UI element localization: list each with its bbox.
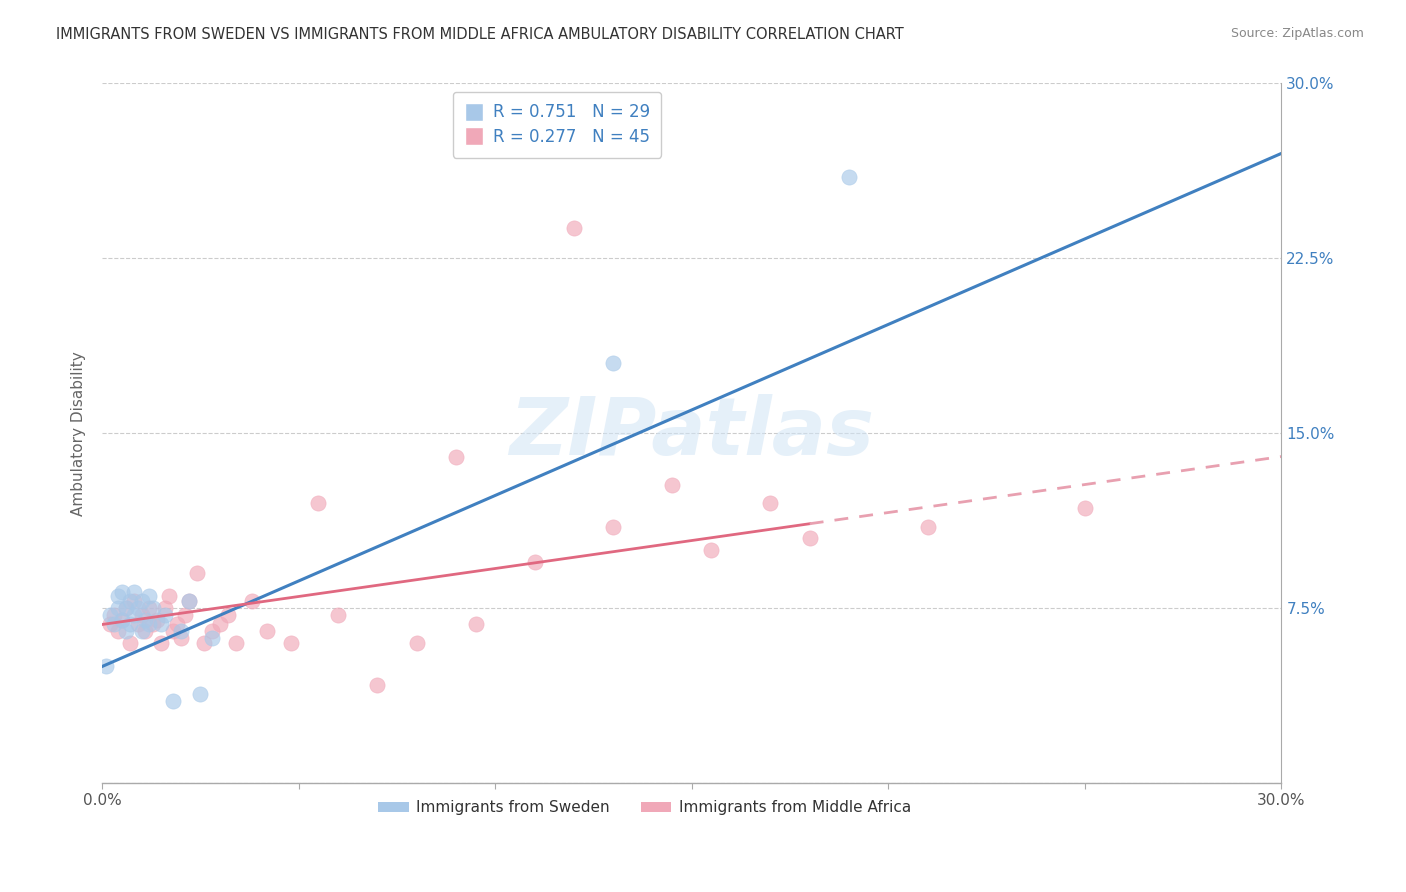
Point (114, 601, 136, 615)
Point (170, 632, 193, 646)
Point (170, 624, 193, 639)
Text: ZIPatlas: ZIPatlas (509, 394, 875, 472)
Text: Source: ZipAtlas.com: Source: ZipAtlas.com (1230, 27, 1364, 40)
Point (107, 590, 129, 604)
Legend: Immigrants from Sweden, Immigrants from Middle Africa: Immigrants from Sweden, Immigrants from … (368, 791, 920, 824)
Point (838, 169, 860, 184)
Point (193, 636, 215, 650)
Point (405, 636, 427, 650)
Point (122, 594, 145, 608)
Point (107, 624, 129, 639)
Point (103, 608, 125, 623)
Point (131, 594, 153, 608)
Point (186, 566, 208, 581)
Point (444, 450, 467, 464)
Point (209, 617, 232, 632)
Point (127, 617, 149, 632)
Point (103, 617, 125, 632)
Point (162, 694, 184, 708)
Point (759, 496, 782, 510)
Point (138, 601, 160, 615)
Point (307, 496, 329, 510)
Point (661, 477, 683, 491)
Point (602, 519, 624, 533)
Point (700, 542, 723, 557)
Y-axis label: Ambulatory Disability: Ambulatory Disability (72, 351, 86, 516)
Point (98, 617, 121, 632)
Point (190, 688, 212, 702)
Point (177, 594, 200, 608)
Point (111, 613, 134, 627)
Point (131, 608, 153, 623)
Point (366, 678, 388, 692)
Point (111, 584, 134, 599)
Point (280, 636, 302, 650)
Point (122, 608, 145, 623)
Point (602, 356, 624, 370)
Point (94, 659, 117, 673)
Point (326, 608, 349, 623)
Point (177, 594, 200, 608)
Point (98, 608, 121, 623)
Point (134, 624, 156, 639)
Point (150, 617, 173, 632)
Point (799, 531, 821, 545)
Point (917, 519, 939, 533)
Point (107, 601, 129, 615)
Point (256, 624, 278, 639)
Point (464, 617, 486, 632)
Point (146, 613, 169, 627)
Point (114, 601, 136, 615)
Point (138, 590, 160, 604)
Point (118, 617, 141, 632)
Point (142, 617, 165, 632)
Point (153, 608, 176, 623)
Point (127, 601, 149, 615)
Point (225, 636, 247, 650)
Point (131, 624, 153, 639)
Point (523, 554, 546, 568)
Point (118, 636, 141, 650)
Point (173, 608, 195, 623)
Point (166, 617, 188, 632)
Point (134, 613, 156, 627)
Point (217, 608, 239, 623)
Point (122, 584, 145, 599)
Text: IMMIGRANTS FROM SWEDEN VS IMMIGRANTS FROM MIDDLE AFRICA AMBULATORY DISABILITY CO: IMMIGRANTS FROM SWEDEN VS IMMIGRANTS FRO… (56, 27, 904, 42)
Point (201, 632, 224, 646)
Point (138, 617, 160, 632)
Point (150, 636, 173, 650)
Point (562, 221, 585, 235)
Point (1074, 500, 1097, 515)
Point (142, 601, 165, 615)
Point (114, 624, 136, 639)
Point (162, 624, 184, 639)
Point (118, 594, 141, 608)
Point (153, 601, 176, 615)
Point (240, 594, 263, 608)
Point (201, 624, 224, 639)
Point (157, 590, 180, 604)
Point (111, 613, 134, 627)
